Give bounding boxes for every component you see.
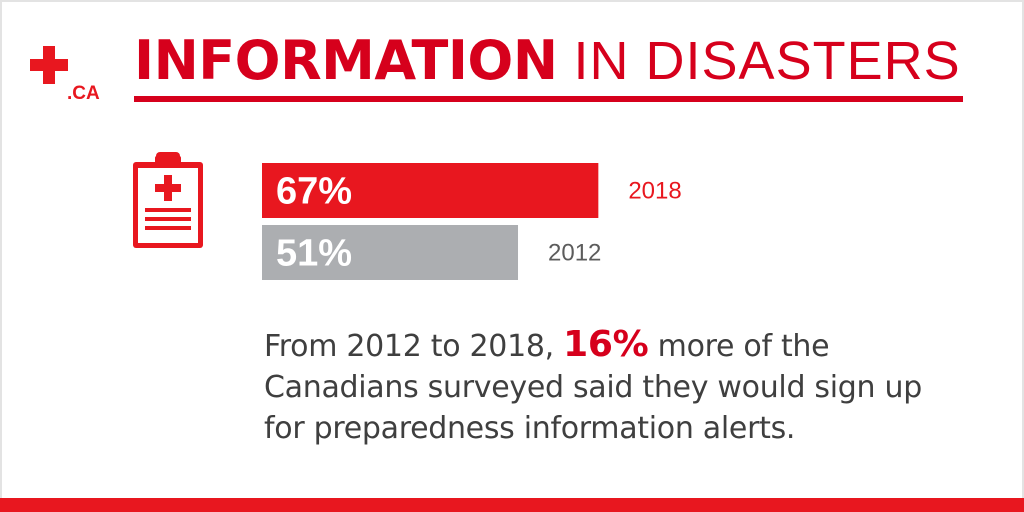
bar-value-label-2018: 67% [276, 171, 352, 213]
bar-chart: 67% 2018 51% 2012 [262, 163, 712, 288]
bar-category-label-2012: 2012 [548, 240, 601, 267]
description-prefix: From 2012 to 2018, [264, 329, 564, 364]
bottom-brand-strip [0, 498, 1024, 512]
description-text: From 2012 to 2018, 16% more of the Canad… [264, 324, 964, 449]
red-cross-icon-bar [30, 59, 68, 71]
description-suffix: more of the Canadians surveyed said they… [264, 329, 922, 446]
clipboard-medical-icon [133, 152, 203, 248]
page-title-bold: INFORMATION [134, 29, 558, 92]
description-highlight: 16% [563, 324, 649, 365]
red-cross-logo: .CA [30, 46, 104, 108]
bar-2018 [262, 163, 599, 218]
logo-text: .CA [67, 83, 100, 104]
bar-value-label-2012: 51% [276, 233, 352, 275]
bar-chart-svg: 67% 2018 51% 2012 [262, 163, 682, 280]
page-title-light: IN DISASTERS [557, 31, 961, 91]
bar-2012 [262, 225, 519, 280]
bar-category-label-2018: 2018 [628, 178, 681, 205]
page-title: INFORMATION IN DISASTERS [134, 28, 961, 94]
title-underline [134, 96, 963, 102]
